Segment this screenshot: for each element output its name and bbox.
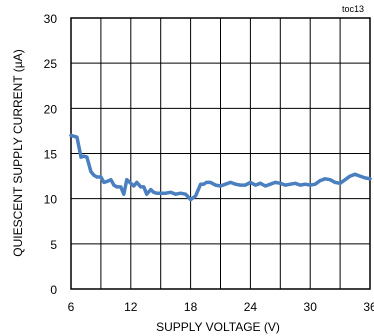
data-point (69, 133, 73, 137)
data-point (328, 178, 332, 182)
chart-tag: toc13 (342, 4, 364, 14)
data-point (318, 179, 322, 183)
data-point (132, 184, 136, 188)
data-point (368, 177, 372, 181)
data-point (298, 183, 302, 187)
y-tick-label: 10 (44, 193, 58, 207)
data-point (75, 135, 79, 139)
data-point (109, 178, 113, 182)
data-point (125, 178, 129, 182)
data-point (169, 190, 173, 194)
data-point (72, 134, 76, 138)
data-point (174, 192, 178, 196)
data-point (343, 178, 347, 182)
data-point (159, 191, 163, 195)
data-point (202, 182, 206, 186)
x-tick-label: 24 (244, 300, 258, 314)
data-point (263, 184, 267, 188)
data-point (112, 183, 116, 187)
data-point (214, 183, 218, 187)
data-points (69, 133, 372, 202)
data-point (283, 183, 287, 187)
y-tick-label: 5 (50, 238, 57, 252)
data-point (363, 176, 367, 180)
data-point (209, 180, 213, 184)
data-point (79, 155, 83, 159)
data-point (85, 155, 89, 159)
data-point (105, 180, 109, 184)
data-point (184, 192, 188, 196)
data-point (273, 180, 277, 184)
data-point (89, 170, 93, 174)
data-point (122, 192, 126, 196)
data-point (238, 183, 242, 187)
data-point (293, 181, 297, 185)
data-point (115, 185, 119, 189)
data-point (142, 185, 146, 189)
data-point (92, 173, 96, 177)
data-point (253, 183, 257, 187)
data-point (199, 182, 203, 186)
data-point (152, 190, 156, 194)
y-axis-label: QUIESCENT SUPPLY CURRENT (µA) (11, 49, 25, 256)
x-tick-label: 30 (304, 300, 318, 314)
data-point (278, 181, 282, 185)
data-point (189, 198, 193, 202)
data-point (308, 183, 312, 187)
data-point (119, 185, 123, 189)
data-point (313, 182, 317, 186)
data-point (219, 184, 222, 188)
data-point (258, 181, 262, 185)
data-point (149, 188, 153, 192)
x-tick-label: 12 (124, 300, 138, 314)
data-point (353, 172, 357, 176)
y-tick-label: 20 (44, 102, 58, 116)
x-tick-label: 18 (184, 300, 198, 314)
data-point (303, 182, 307, 186)
data-point (155, 191, 159, 195)
data-point (82, 154, 86, 158)
x-tick-label: 36 (363, 300, 374, 314)
data-point (233, 182, 237, 186)
y-tick-label: 15 (44, 148, 58, 162)
data-point (323, 177, 327, 181)
data-point (99, 175, 103, 179)
x-tick-labels: 6 12 18 24 30 36 (68, 300, 374, 314)
data-point (243, 183, 247, 187)
grid (71, 18, 370, 289)
data-point (102, 180, 106, 184)
x-axis-label: SUPPLY VOLTAGE (V) (156, 320, 280, 334)
data-point (333, 180, 337, 184)
data-point (288, 182, 292, 186)
data-point (228, 180, 232, 184)
data-point (358, 174, 362, 178)
data-point (145, 192, 149, 196)
y-tick-label: 0 (50, 283, 57, 297)
data-point (164, 191, 168, 195)
data-point (179, 191, 183, 195)
x-tick-label: 6 (68, 300, 75, 314)
data-point (129, 181, 133, 185)
data-point (248, 180, 252, 184)
data-point (139, 185, 143, 189)
data-point (223, 182, 227, 186)
plot-frame (70, 17, 371, 290)
data-point (194, 194, 198, 198)
data-point (135, 180, 139, 184)
data-point (348, 174, 352, 178)
y-tick-label: 30 (44, 12, 58, 26)
data-point (95, 175, 99, 179)
y-tick-label: 25 (44, 57, 58, 71)
data-point (205, 180, 209, 184)
data-point (338, 181, 342, 185)
data-point (268, 182, 272, 186)
y-tick-labels: 0 5 10 15 20 25 30 (44, 12, 58, 297)
